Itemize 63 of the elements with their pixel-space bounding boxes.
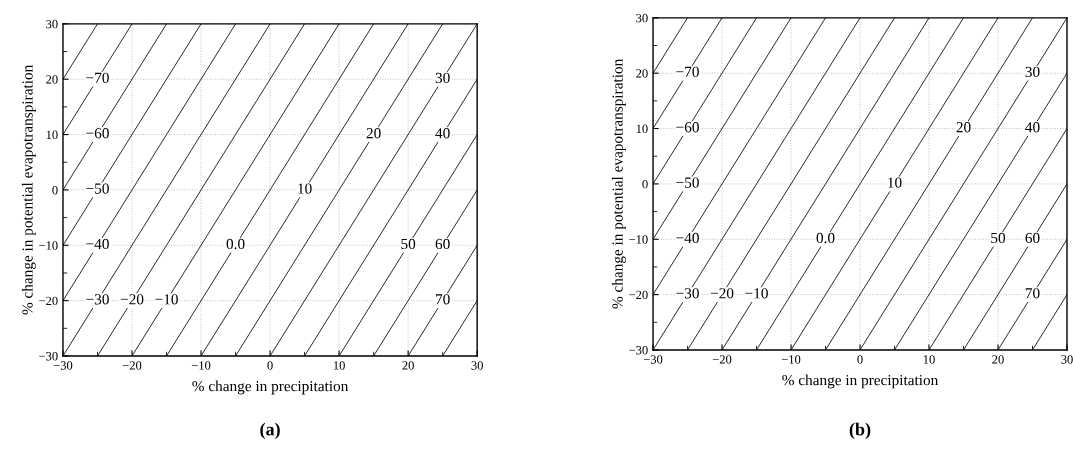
y-tick-label: 30 — [636, 13, 648, 23]
x-tick-label: 20 — [992, 355, 1004, 364]
x-tick-label: 10 — [923, 355, 935, 364]
annotation: −30 — [676, 288, 699, 299]
annotation: 60 — [435, 238, 450, 250]
x-axis-title: % change in precipitation — [192, 380, 349, 395]
y-tick-label: −20 — [629, 290, 648, 300]
annotation: −60 — [86, 128, 109, 139]
x-axis-title: % change in precipitation — [782, 374, 939, 389]
annotation: 60 — [1025, 232, 1040, 244]
annotation: −10 — [155, 294, 178, 305]
annotation: 40 — [435, 128, 450, 139]
annotation: −20 — [710, 288, 734, 299]
annotation: 0.0 — [816, 232, 835, 244]
y-tick-label: 30 — [46, 19, 58, 29]
annotation: 10 — [888, 177, 902, 188]
x-tick-label: 30 — [471, 361, 483, 370]
annotation: −20 — [120, 294, 144, 305]
x-tick-label: 30 — [1061, 355, 1073, 364]
annotation: −50 — [86, 183, 109, 194]
annotation: −60 — [676, 122, 699, 133]
y-tick-label: 20 — [636, 69, 648, 78]
annotation: −10 — [745, 288, 768, 299]
annotation: −30 — [86, 294, 109, 305]
x-tick-label: −10 — [191, 361, 211, 370]
y-tick-label: 10 — [46, 130, 58, 140]
annotation: 40 — [1025, 122, 1040, 133]
annotation: 0.0 — [226, 238, 245, 250]
annotation: −70 — [86, 72, 109, 84]
annotation: −40 — [86, 238, 109, 250]
text: (b) — [849, 422, 871, 440]
annotation: 20 — [366, 128, 381, 139]
annotation: 30 — [1025, 66, 1040, 78]
x-tick-label: −10 — [781, 355, 801, 364]
y-tick-label: −20 — [39, 296, 58, 306]
annotation: 50 — [401, 238, 416, 250]
annotation: 10 — [298, 183, 312, 194]
x-tick-label: 10 — [333, 361, 345, 370]
x-tick-label: −30 — [643, 355, 663, 364]
annotation: −50 — [676, 177, 699, 188]
annotation: 70 — [1025, 288, 1040, 299]
x-tick-label: 0 — [267, 361, 273, 370]
y-tick-label: −10 — [39, 241, 58, 250]
x-tick-label: −30 — [53, 361, 73, 370]
y-axis-title: % change in potential evapotranspiration — [611, 58, 626, 309]
annotation: 20 — [956, 122, 971, 133]
x-tick-label: −20 — [712, 355, 732, 364]
y-tick-label: 0 — [642, 179, 648, 189]
y-tick-label: 10 — [636, 124, 648, 134]
y-axis-title: % change in potential evapotranspiration — [21, 65, 36, 315]
annotation: 70 — [436, 294, 450, 305]
x-tick-label: 0 — [857, 355, 863, 364]
annotation: −40 — [676, 232, 699, 244]
x-tick-label: −20 — [122, 361, 142, 370]
y-tick-label: −30 — [629, 346, 648, 355]
annotation: −70 — [676, 66, 699, 78]
y-tick-label: 0 — [52, 185, 58, 195]
x-tick-label: 20 — [402, 361, 414, 370]
annotation: 50 — [991, 232, 1006, 244]
annotation: 30 — [435, 72, 450, 84]
y-tick-label: −10 — [629, 235, 648, 244]
text: (a) — [260, 422, 280, 440]
y-tick-label: 20 — [46, 75, 58, 84]
